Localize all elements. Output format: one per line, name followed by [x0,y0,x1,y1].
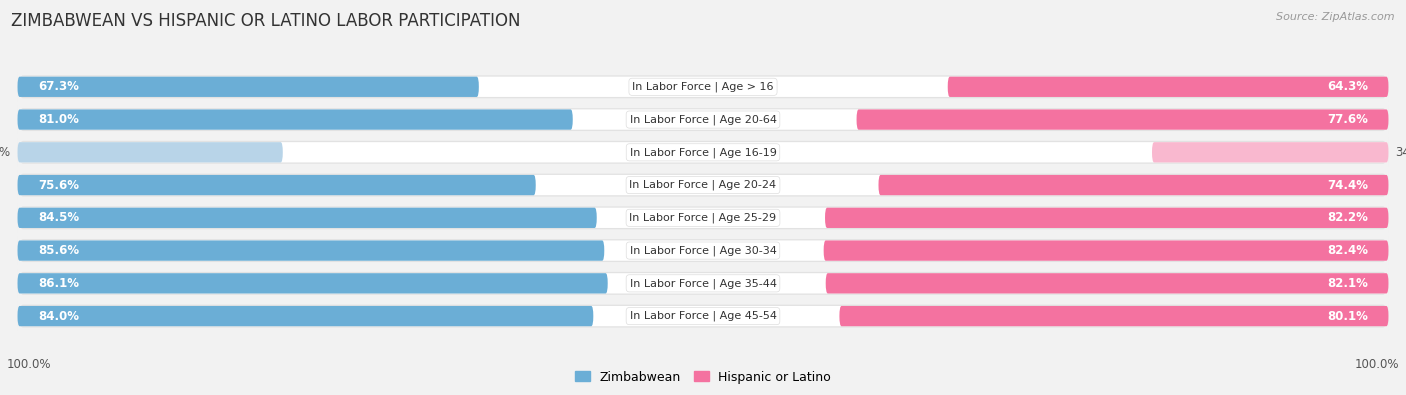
FancyBboxPatch shape [17,273,607,293]
Text: 77.6%: 77.6% [1327,113,1368,126]
Text: ZIMBABWEAN VS HISPANIC OR LATINO LABOR PARTICIPATION: ZIMBABWEAN VS HISPANIC OR LATINO LABOR P… [11,12,520,30]
FancyBboxPatch shape [825,273,1389,293]
FancyBboxPatch shape [17,175,536,195]
Text: 82.4%: 82.4% [1327,244,1368,257]
FancyBboxPatch shape [17,137,1389,167]
FancyBboxPatch shape [17,109,572,130]
Text: 34.5%: 34.5% [1395,146,1406,159]
FancyBboxPatch shape [17,77,479,97]
FancyBboxPatch shape [17,241,1389,261]
Text: In Labor Force | Age 35-44: In Labor Force | Age 35-44 [630,278,776,289]
FancyBboxPatch shape [839,306,1389,326]
Text: 84.5%: 84.5% [38,211,79,224]
FancyBboxPatch shape [17,105,1389,135]
FancyBboxPatch shape [825,208,1389,228]
Text: In Labor Force | Age 20-64: In Labor Force | Age 20-64 [630,114,776,125]
Text: 86.1%: 86.1% [38,277,79,290]
Text: In Labor Force | Age 20-24: In Labor Force | Age 20-24 [630,180,776,190]
Text: 64.3%: 64.3% [1327,80,1368,93]
Text: 81.0%: 81.0% [38,113,79,126]
FancyBboxPatch shape [17,72,1389,102]
Text: 82.2%: 82.2% [1327,211,1368,224]
FancyBboxPatch shape [17,175,1389,195]
Text: 74.4%: 74.4% [1327,179,1368,192]
Text: In Labor Force | Age 45-54: In Labor Force | Age 45-54 [630,311,776,322]
FancyBboxPatch shape [17,208,1389,228]
FancyBboxPatch shape [17,142,1389,162]
FancyBboxPatch shape [856,109,1389,130]
Text: 67.3%: 67.3% [38,80,79,93]
FancyBboxPatch shape [17,235,1389,266]
Text: 100.0%: 100.0% [1354,358,1399,371]
Text: 85.6%: 85.6% [38,244,79,257]
Text: 38.7%: 38.7% [0,146,11,159]
FancyBboxPatch shape [17,241,605,261]
Text: 82.1%: 82.1% [1327,277,1368,290]
FancyBboxPatch shape [17,273,1389,293]
FancyBboxPatch shape [17,109,1389,130]
FancyBboxPatch shape [17,301,1389,331]
FancyBboxPatch shape [17,208,596,228]
FancyBboxPatch shape [17,77,1389,97]
Text: 100.0%: 100.0% [7,358,52,371]
FancyBboxPatch shape [17,306,1389,326]
Text: In Labor Force | Age > 16: In Labor Force | Age > 16 [633,81,773,92]
Text: 75.6%: 75.6% [38,179,79,192]
Legend: Zimbabwean, Hispanic or Latino: Zimbabwean, Hispanic or Latino [569,366,837,389]
Text: 84.0%: 84.0% [38,310,79,323]
FancyBboxPatch shape [948,77,1389,97]
FancyBboxPatch shape [879,175,1389,195]
FancyBboxPatch shape [17,203,1389,233]
Text: In Labor Force | Age 25-29: In Labor Force | Age 25-29 [630,213,776,223]
FancyBboxPatch shape [17,142,283,162]
Text: In Labor Force | Age 30-34: In Labor Force | Age 30-34 [630,245,776,256]
FancyBboxPatch shape [824,241,1389,261]
Text: Source: ZipAtlas.com: Source: ZipAtlas.com [1277,12,1395,22]
FancyBboxPatch shape [17,170,1389,200]
FancyBboxPatch shape [17,268,1389,298]
Text: 80.1%: 80.1% [1327,310,1368,323]
FancyBboxPatch shape [1152,142,1389,162]
Text: In Labor Force | Age 16-19: In Labor Force | Age 16-19 [630,147,776,158]
FancyBboxPatch shape [17,306,593,326]
